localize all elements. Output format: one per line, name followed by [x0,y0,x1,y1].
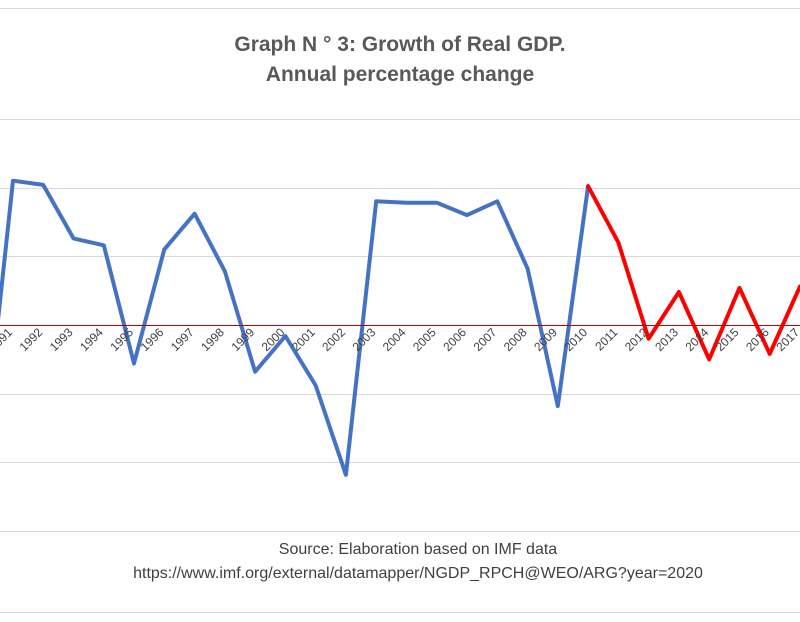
series-group [0,178,800,477]
x-tick-label: 2005 [410,325,439,354]
x-tick-label: 1991 [0,325,15,354]
gridlines [0,119,800,532]
x-tick-label: 1999 [228,325,257,354]
x-tick-label: 2017 [773,325,800,354]
x-tick-label: 2008 [501,325,530,354]
x-tick-label: 1998 [198,325,227,354]
chart-frame-bottom-border [0,612,800,613]
x-axis-labels: 1990199119921993199419951996199719981999… [0,325,800,354]
chart-subtitle: Annual percentage change [265,63,535,86]
series-line-2 [586,184,800,362]
x-tick-label: 2003 [350,325,379,354]
x-tick-label: 1997 [168,325,197,354]
x-tick-label: 2001 [289,325,318,354]
x-tick-label: 2011 [592,325,620,353]
chart-title: Graph N ° 3: Growth of Real GDP. [234,33,566,56]
x-tick-label: 2010 [561,325,590,354]
x-tick-label: 2002 [319,325,348,354]
x-tick-label: 2007 [471,325,500,354]
series-line-1 [0,178,591,477]
x-tick-label: 1993 [47,325,76,354]
x-tick-label: 2015 [713,325,742,354]
x-tick-label: 2004 [380,325,409,354]
chart-title-block: Graph N ° 3: Growth of Real GDP. Annual … [0,30,800,90]
x-tick-label: 1994 [77,325,106,354]
source-line-1: Source: Elaboration based on IMF data [278,541,558,558]
x-tick-label: 2006 [440,325,469,354]
source-note: Source: Elaboration based on IMF data ht… [0,538,800,586]
chart-frame-top-border [0,8,800,9]
x-tick-label: 2014 [683,325,712,354]
source-url: https://www.imf.org/external/datamapper/… [133,565,703,582]
x-tick-label: 1992 [17,325,46,354]
